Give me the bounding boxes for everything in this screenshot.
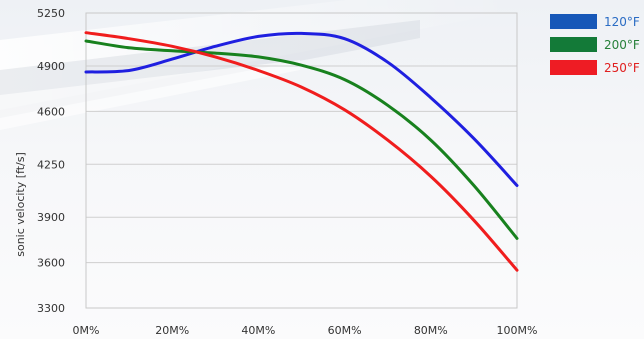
legend-label-2: 250°F	[604, 61, 640, 75]
y-tick-label: 4250	[37, 158, 65, 171]
x-tick-labels: 0M% 20M% 40M% 60M% 80M% 100M%	[73, 324, 538, 337]
series-line-1	[84, 39, 519, 240]
y-axis-label: sonic velocity [ft/s]	[14, 152, 27, 257]
y-tick-labels: 3300 3600 3900 4250 4600 4900 5250	[37, 7, 65, 315]
legend-swatch-0	[550, 14, 597, 29]
x-tick-label: 0M%	[73, 324, 100, 337]
y-tick-label: 3900	[37, 211, 65, 224]
x-tick-label: 40M%	[241, 324, 275, 337]
legend: 120°F 200°F 250°F	[550, 14, 640, 75]
series-line-0	[84, 31, 519, 187]
x-tick-label: 60M%	[328, 324, 362, 337]
x-tick-label: 80M%	[414, 324, 448, 337]
y-tick-label: 5250	[37, 7, 65, 20]
legend-swatch-2	[550, 60, 597, 75]
legend-label-0: 120°F	[604, 15, 640, 29]
plot-area-border	[85, 12, 518, 309]
series-line-2	[84, 31, 519, 272]
legend-swatch-1	[550, 37, 597, 52]
y-tick-label: 4900	[37, 60, 65, 73]
series-group	[84, 31, 519, 272]
y-tick-label: 3300	[37, 302, 65, 315]
x-tick-label: 100M%	[497, 324, 538, 337]
legend-label-1: 200°F	[604, 38, 640, 52]
y-tick-label: 3600	[37, 257, 65, 270]
y-tick-label: 4600	[37, 105, 65, 118]
x-tick-label: 20M%	[155, 324, 189, 337]
